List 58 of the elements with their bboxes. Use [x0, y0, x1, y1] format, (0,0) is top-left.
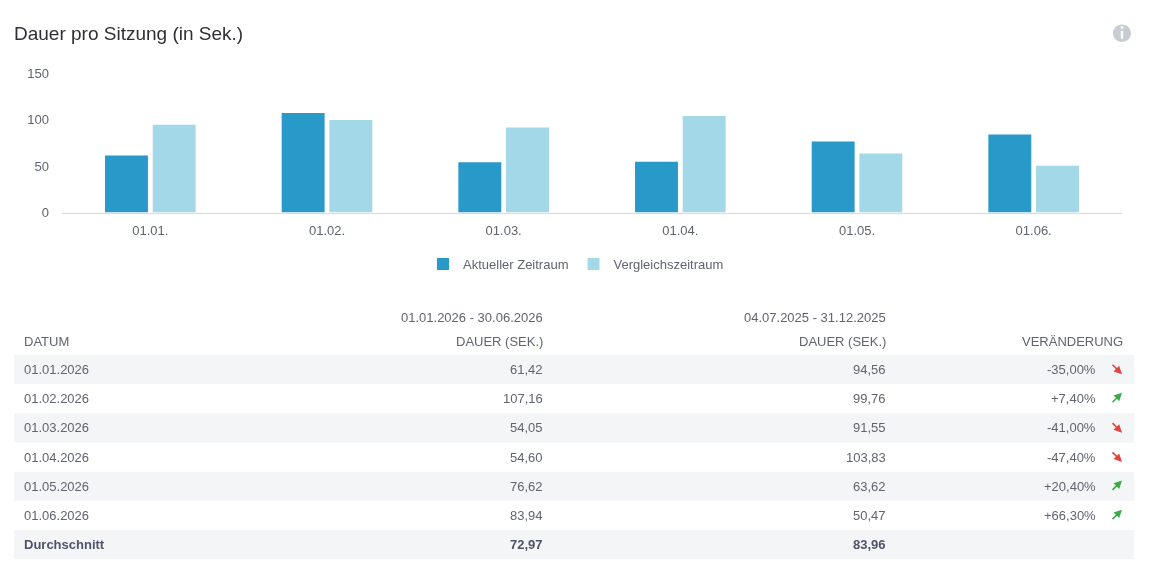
text: 01.04.2026 — [24, 450, 90, 465]
text: 91,55 — [853, 420, 886, 435]
text: VERÄNDERUNG — [1022, 334, 1124, 349]
text: 01.03.2026 — [24, 420, 90, 435]
text: +20,40% — [1044, 479, 1097, 494]
bar — [458, 162, 502, 213]
text: 01.06.2026 — [24, 508, 90, 523]
text: 107,16 — [503, 391, 543, 406]
x-tick-label: 01.01. — [132, 223, 169, 239]
bar — [105, 155, 148, 213]
x-tick-label: 01.05. — [838, 223, 876, 239]
text: -41,00% — [1047, 420, 1096, 435]
chart-title: Dauer pro Sitzung (in Sek.) — [14, 22, 244, 44]
text: 54,05 — [510, 420, 543, 435]
text: 63,62 — [853, 479, 886, 494]
text: 72,97 — [510, 537, 543, 552]
bar — [506, 127, 549, 213]
text: 01.01.2026 — [24, 362, 90, 377]
text: 01.01.2026 - 30.06.2026 — [401, 310, 543, 325]
y-tick-label: 50 — [34, 158, 49, 174]
bar — [988, 134, 1032, 213]
x-tick-label: 01.03. — [485, 223, 522, 239]
text: -35,00% — [1047, 362, 1096, 377]
text: 61,42 — [510, 362, 543, 377]
text: DATUM — [24, 334, 70, 349]
bar — [281, 113, 325, 213]
text: +7,40% — [1051, 391, 1096, 406]
bar — [811, 141, 855, 213]
y-tick-label: 0 — [41, 205, 49, 221]
text: 04.07.2025 - 31.12.2025 — [744, 310, 886, 325]
text: +66,30% — [1044, 508, 1097, 523]
y-tick-label: 100 — [27, 112, 49, 128]
text: 103,83 — [846, 450, 886, 465]
text: 94,56 — [853, 362, 886, 377]
text: 50,47 — [853, 508, 886, 523]
text: 01.02.2026 — [24, 391, 90, 406]
x-tick-label: 01.06. — [1015, 223, 1052, 239]
text: DAUER (SEK.) — [456, 334, 544, 349]
text: 83,94 — [510, 508, 543, 523]
bar — [682, 116, 726, 213]
text: DAUER (SEK.) — [799, 334, 887, 349]
bar — [635, 161, 678, 213]
text: 83,96 — [853, 537, 886, 552]
bar — [152, 124, 196, 213]
text: 99,76 — [853, 391, 886, 406]
legend-label: Aktueller Zeitraum — [463, 257, 569, 273]
x-tick-label: 01.04. — [662, 223, 699, 239]
text: 01.05.2026 — [24, 479, 90, 494]
legend-label: Vergleichszeitraum — [613, 257, 724, 273]
text: 54,60 — [510, 450, 543, 465]
y-tick-label: 150 — [27, 65, 49, 81]
text: 76,62 — [510, 479, 543, 494]
bar — [1036, 165, 1079, 213]
x-tick-label: 01.02. — [308, 223, 346, 239]
text: -47,40% — [1047, 450, 1096, 465]
text: Durchschnitt — [24, 537, 105, 552]
bar — [329, 119, 373, 213]
bar — [859, 153, 903, 213]
